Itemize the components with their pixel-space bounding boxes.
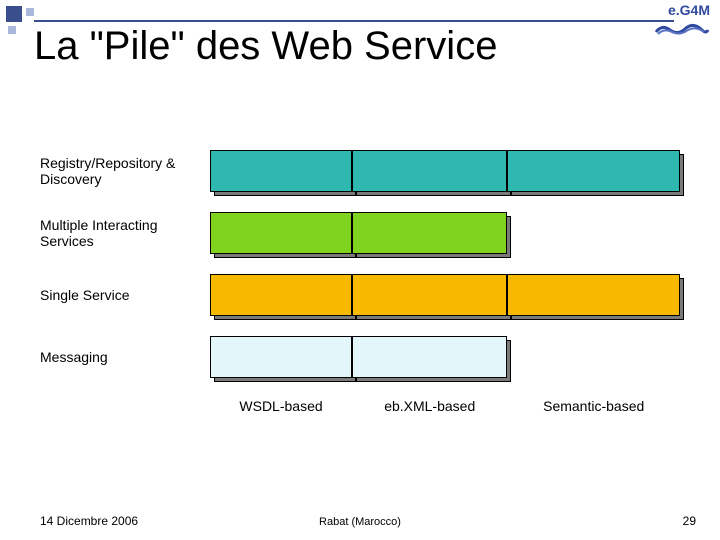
footer-page: 29 (683, 514, 696, 528)
pile-cell (507, 336, 680, 378)
row-label: Single Service (40, 274, 210, 316)
footer-place: Rabat (Marocco) (319, 516, 401, 528)
column-header-row: WSDL-basedeb.XML-basedSemantic-based (40, 398, 680, 414)
column-header: Semantic-based (507, 398, 680, 414)
pile-cell (507, 150, 680, 192)
pile-cell (352, 336, 507, 378)
logo-graphic (654, 20, 710, 38)
column-header: eb.XML-based (352, 398, 507, 414)
pile-box (210, 274, 352, 316)
pile-row: Single Service (40, 274, 680, 316)
pile-cell (352, 150, 507, 192)
row-label: Multiple Interacting Services (40, 212, 210, 254)
pile-cell (210, 212, 352, 254)
pile-box (352, 150, 507, 192)
pile-row: Messaging (40, 336, 680, 378)
pile-row: Multiple Interacting Services (40, 212, 680, 254)
pile-cell (507, 212, 680, 254)
pile-cell (210, 150, 352, 192)
pile-table: Registry/Repository & Discovery Multiple … (40, 150, 680, 414)
pile-box (210, 212, 352, 254)
pile-cell (352, 212, 507, 254)
logo: e.G4M (654, 2, 710, 38)
pile-box (210, 150, 352, 192)
pile-box (352, 336, 507, 378)
pile-box (507, 150, 680, 192)
footer-date: 14 Dicembre 2006 (40, 514, 138, 528)
pile-cell (210, 274, 352, 316)
logo-text: e.G4M (668, 2, 710, 18)
pile-row: Registry/Repository & Discovery (40, 150, 680, 192)
row-label: Messaging (40, 336, 210, 378)
pile-box (352, 212, 507, 254)
pile-cell (210, 336, 352, 378)
slide: e.G4M La "Pile" des Web Service Registry… (0, 0, 720, 540)
column-header: WSDL-based (210, 398, 352, 414)
footer: 14 Dicembre 2006 Rabat (Marocco) 29 (0, 514, 720, 528)
slide-title: La "Pile" des Web Service (34, 24, 497, 69)
pile-cell (507, 274, 680, 316)
pile-grid: Registry/Repository & Discovery Multiple … (40, 150, 680, 414)
pile-cell (352, 274, 507, 316)
row-label: Registry/Repository & Discovery (40, 150, 210, 192)
pile-box (210, 336, 352, 378)
pile-box (507, 274, 680, 316)
header-rule (34, 20, 674, 22)
pile-box (352, 274, 507, 316)
